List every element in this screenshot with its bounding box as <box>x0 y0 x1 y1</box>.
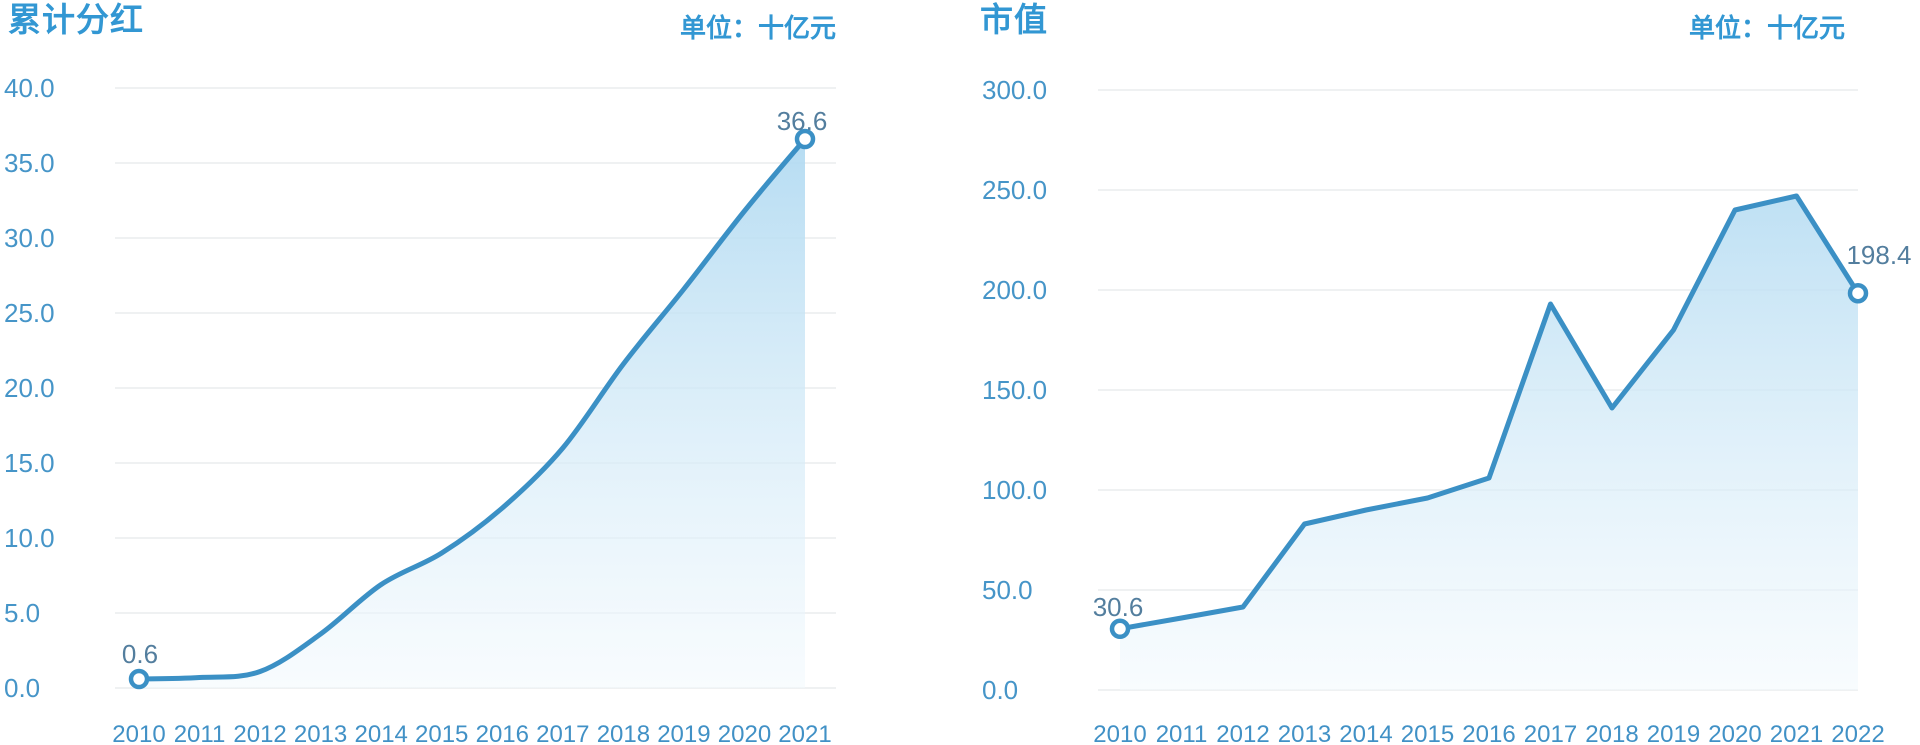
x-tick-label: 2014 <box>355 721 408 745</box>
x-tick-label: 2018 <box>597 721 650 745</box>
first-point-marker <box>128 668 150 690</box>
x-tick-label: 2015 <box>415 721 468 745</box>
y-tick-label: 40.0 <box>4 73 55 103</box>
y-tick-label: 150.0 <box>982 375 1047 405</box>
y-tick-label: 0.0 <box>982 675 1018 705</box>
market-cap-chart: 0.0 50.0 100.0 150.0 200.0 250.0 300.0 2010 2011… <box>982 75 1912 745</box>
last-point-label: 36.6 <box>777 106 828 136</box>
y-tick-label: 100.0 <box>982 475 1047 505</box>
series-line <box>136 136 808 682</box>
series-area <box>139 139 805 688</box>
y-tick-label: 15.0 <box>4 448 55 478</box>
x-tick-label: 2016 <box>476 721 529 745</box>
x-tick-label: 2017 <box>1524 721 1577 745</box>
x-tick-label: 2015 <box>1401 721 1454 745</box>
y-tick-label: 5.0 <box>4 598 40 628</box>
y-tick-label: 35.0 <box>4 148 55 178</box>
x-tick-label: 2011 <box>174 721 226 745</box>
chart-title-market-cap: 市值 <box>980 1 1048 38</box>
last-point-marker <box>794 128 816 150</box>
x-tick-label: 2021 <box>778 721 831 745</box>
first-point-marker <box>1109 618 1131 640</box>
y-tick-label: 200.0 <box>982 275 1047 305</box>
last-point-marker <box>1847 282 1869 304</box>
unit-label-cumulative-dividends: 单位：十亿元 <box>679 13 836 43</box>
first-point-label: 0.6 <box>122 639 158 669</box>
x-tick-label: 2019 <box>1647 721 1700 745</box>
cumulative-dividends-chart: 0.0 5.0 10.0 15.0 20.0 25.0 30.0 35.0 40.0 2010 20… <box>4 73 836 745</box>
x-tick-label: 2016 <box>1462 721 1515 745</box>
x-tick-label: 2011 <box>1156 721 1208 745</box>
y-tick-label: 30.0 <box>4 223 55 253</box>
series-area <box>1120 196 1858 690</box>
x-tick-label: 2013 <box>294 721 347 745</box>
y-tick-label: 250.0 <box>982 175 1047 205</box>
x-tick-label: 2017 <box>536 721 589 745</box>
x-tick-label: 2020 <box>1708 721 1761 745</box>
x-tick-label: 2010 <box>1093 721 1146 745</box>
last-point-label: 198.4 <box>1846 240 1911 270</box>
y-tick-label: 300.0 <box>982 75 1047 105</box>
x-tick-label: 2012 <box>1216 721 1269 745</box>
y-tick-label: 50.0 <box>982 575 1033 605</box>
x-tick-label: 2021 <box>1770 721 1823 745</box>
x-tick-label: 2019 <box>657 721 710 745</box>
unit-label-market-cap: 单位：十亿元 <box>1688 13 1845 43</box>
x-tick-label: 2018 <box>1585 721 1638 745</box>
x-tick-label: 2010 <box>112 721 165 745</box>
x-tick-label: 2022 <box>1831 721 1884 745</box>
y-tick-label: 25.0 <box>4 298 55 328</box>
x-tick-label: 2014 <box>1339 721 1392 745</box>
first-point-label: 30.6 <box>1093 592 1144 622</box>
x-tick-label: 2013 <box>1278 721 1331 745</box>
x-tick-label: 2020 <box>718 721 771 745</box>
series-line <box>1117 193 1861 632</box>
y-tick-label: 10.0 <box>4 523 55 553</box>
x-tick-label: 2012 <box>233 721 286 745</box>
y-tick-label: 0.0 <box>4 673 40 703</box>
chart-title-cumulative-dividends: 累计分红 <box>8 1 144 38</box>
y-tick-label: 20.0 <box>4 373 55 403</box>
